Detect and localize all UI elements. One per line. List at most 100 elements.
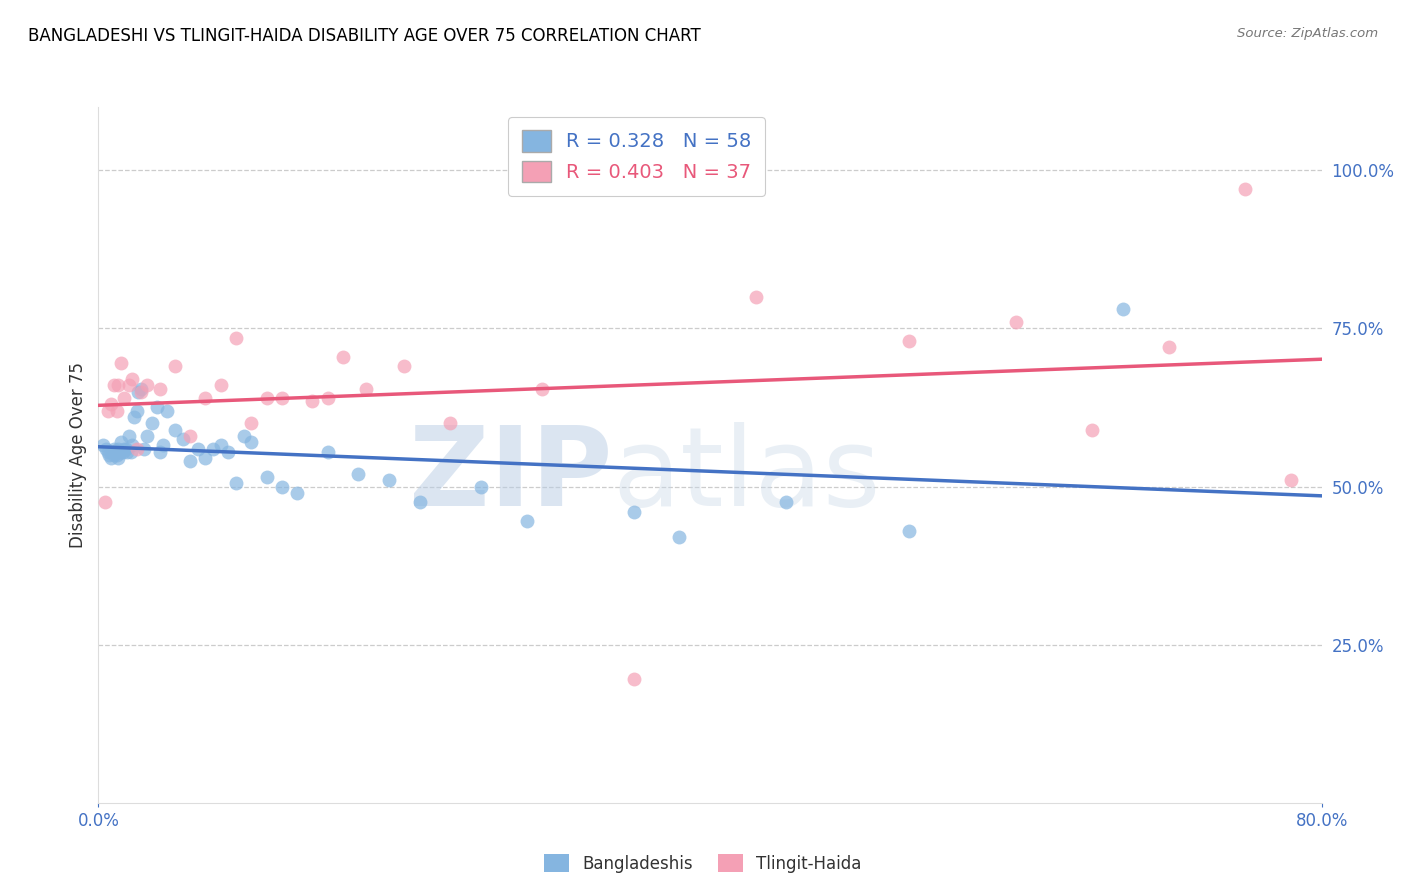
- Point: [392, 359, 416, 374]
- Point: [145, 401, 167, 415]
- Point: [179, 429, 201, 443]
- Point: [347, 467, 370, 481]
- Point: [378, 473, 401, 487]
- Point: [270, 391, 292, 405]
- Point: [1004, 315, 1026, 329]
- Point: [217, 444, 239, 458]
- Point: [103, 448, 125, 462]
- Point: [117, 444, 139, 458]
- Point: [316, 391, 339, 405]
- Y-axis label: Disability Age Over 75: Disability Age Over 75: [69, 362, 87, 548]
- Point: [107, 378, 129, 392]
- Point: [623, 673, 645, 687]
- Point: [240, 435, 263, 450]
- Point: [149, 444, 172, 458]
- Point: [110, 435, 132, 450]
- Point: [225, 476, 247, 491]
- Point: [745, 290, 768, 304]
- Point: [439, 417, 461, 431]
- Point: [97, 403, 120, 417]
- Point: [516, 514, 538, 528]
- Point: [115, 442, 138, 456]
- Point: [256, 391, 278, 405]
- Point: [125, 403, 148, 417]
- Point: [97, 444, 120, 458]
- Point: [470, 479, 492, 493]
- Point: [101, 444, 124, 458]
- Text: Source: ZipAtlas.com: Source: ZipAtlas.com: [1237, 27, 1378, 40]
- Point: [100, 451, 122, 466]
- Point: [108, 444, 131, 458]
- Text: atlas: atlas: [612, 422, 880, 529]
- Point: [301, 394, 323, 409]
- Point: [149, 382, 172, 396]
- Text: BANGLADESHI VS TLINGIT-HAIDA DISABILITY AGE OVER 75 CORRELATION CHART: BANGLADESHI VS TLINGIT-HAIDA DISABILITY …: [28, 27, 700, 45]
- Point: [270, 479, 292, 493]
- Point: [136, 378, 159, 392]
- Legend: Bangladeshis, Tlingit-Haida: Bangladeshis, Tlingit-Haida: [537, 847, 869, 880]
- Point: [103, 378, 125, 392]
- Point: [332, 350, 354, 364]
- Point: [897, 334, 920, 348]
- Point: [107, 451, 129, 466]
- Point: [91, 438, 114, 452]
- Point: [1234, 182, 1257, 196]
- Point: [120, 444, 142, 458]
- Point: [118, 378, 141, 392]
- Point: [93, 495, 115, 509]
- Point: [94, 442, 117, 456]
- Point: [1279, 473, 1302, 487]
- Point: [530, 382, 553, 396]
- Point: [202, 442, 225, 456]
- Point: [156, 403, 179, 417]
- Point: [408, 495, 430, 509]
- Point: [141, 417, 163, 431]
- Text: ZIP: ZIP: [409, 422, 612, 529]
- Point: [316, 444, 339, 458]
- Point: [285, 486, 308, 500]
- Point: [163, 359, 186, 374]
- Point: [121, 438, 143, 452]
- Point: [232, 429, 254, 443]
- Point: [111, 444, 134, 458]
- Point: [112, 442, 135, 456]
- Point: [187, 442, 209, 456]
- Point: [107, 442, 129, 456]
- Point: [129, 384, 152, 399]
- Point: [121, 372, 143, 386]
- Legend: R = 0.328   N = 58, R = 0.403   N = 37: R = 0.328 N = 58, R = 0.403 N = 37: [508, 117, 765, 196]
- Point: [209, 438, 232, 452]
- Point: [775, 495, 797, 509]
- Point: [897, 524, 920, 538]
- Point: [122, 409, 145, 424]
- Point: [194, 391, 217, 405]
- Point: [623, 505, 645, 519]
- Point: [225, 331, 247, 345]
- Point: [127, 384, 149, 399]
- Point: [129, 382, 152, 396]
- Point: [194, 451, 217, 466]
- Point: [240, 417, 263, 431]
- Point: [152, 438, 174, 452]
- Point: [125, 442, 148, 456]
- Point: [354, 382, 377, 396]
- Point: [256, 470, 278, 484]
- Point: [134, 442, 156, 456]
- Point: [110, 356, 132, 370]
- Point: [105, 448, 128, 462]
- Point: [668, 530, 690, 544]
- Point: [100, 397, 122, 411]
- Point: [110, 444, 132, 458]
- Point: [98, 448, 121, 462]
- Point: [103, 442, 125, 456]
- Point: [209, 378, 232, 392]
- Point: [104, 444, 127, 458]
- Point: [105, 403, 128, 417]
- Point: [112, 391, 135, 405]
- Point: [136, 429, 159, 443]
- Point: [1081, 423, 1104, 437]
- Point: [1157, 340, 1180, 354]
- Point: [179, 454, 201, 468]
- Point: [1112, 302, 1135, 317]
- Point: [172, 432, 194, 446]
